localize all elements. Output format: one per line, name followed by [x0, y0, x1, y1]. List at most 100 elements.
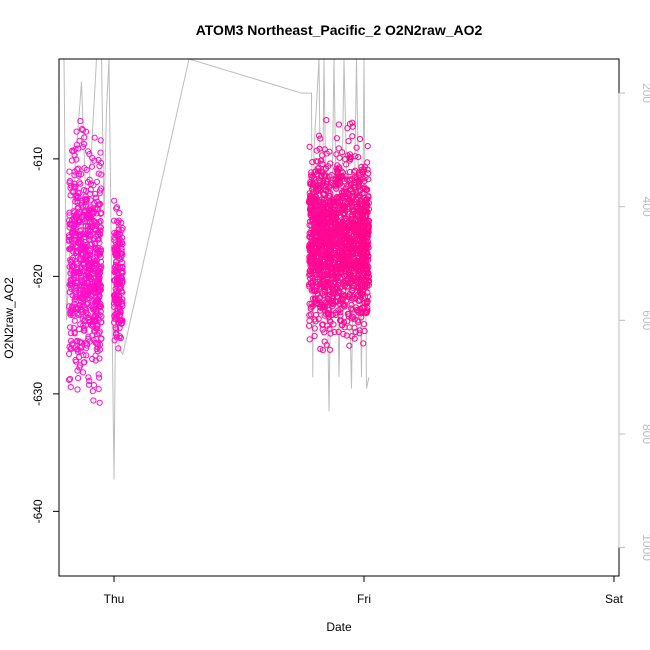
- data-point: [73, 166, 81, 173]
- data-point: [306, 336, 313, 343]
- data-point: [116, 280, 124, 287]
- data-point: [320, 204, 327, 212]
- data-point: [75, 145, 82, 152]
- data-point: [76, 189, 83, 196]
- data-point: [93, 297, 101, 304]
- data-point: [89, 304, 96, 311]
- data-point: [71, 297, 78, 304]
- x-axis: Thu Fri Sat: [104, 575, 624, 606]
- data-point: [339, 206, 346, 213]
- data-point: [83, 309, 90, 316]
- data-point: [117, 273, 124, 280]
- data-point: [92, 245, 99, 252]
- data-point: [81, 134, 88, 141]
- data-point: [334, 281, 341, 288]
- y-axis-label: O2N2raw_AO2: [2, 277, 16, 359]
- data-point: [96, 162, 103, 170]
- data-point: [352, 153, 359, 160]
- data-point: [85, 233, 92, 240]
- data-point: [338, 168, 345, 175]
- data-point: [75, 311, 82, 319]
- data-point: [95, 274, 102, 281]
- data-point: [90, 382, 98, 389]
- data-point: [349, 187, 356, 194]
- data-point: [344, 318, 351, 325]
- data-point: [113, 330, 120, 337]
- data-point: [320, 199, 327, 206]
- data-point: [93, 309, 100, 316]
- data-point: [330, 226, 337, 233]
- data-point: [342, 245, 349, 252]
- data-point: [360, 166, 368, 173]
- data-point: [340, 233, 347, 240]
- data-point: [66, 376, 73, 383]
- data-point: [323, 150, 330, 157]
- chart-title: ATOM3 Northeast_Pacific_2 O2N2raw_AO2: [196, 22, 483, 38]
- data-point: [96, 201, 103, 208]
- data-point: [97, 286, 104, 294]
- data-point: [111, 293, 119, 300]
- data-point: [73, 128, 80, 135]
- data-point: [97, 200, 104, 208]
- data-point: [360, 321, 368, 328]
- data-point: [317, 271, 324, 278]
- data-point: [353, 174, 360, 181]
- data-point: [348, 295, 355, 302]
- data-point: [329, 229, 336, 236]
- data-point: [310, 253, 317, 261]
- data-point: [112, 266, 120, 273]
- data-point: [77, 117, 84, 125]
- data-point: [111, 217, 118, 224]
- data-point: [325, 255, 332, 262]
- data-point: [350, 238, 357, 245]
- data-point: [76, 289, 83, 296]
- data-point: [330, 206, 337, 214]
- data-point: [74, 386, 81, 393]
- data-point: [93, 178, 101, 185]
- data-point: [84, 227, 92, 234]
- data-point: [93, 206, 100, 213]
- data-point: [317, 345, 324, 352]
- data-point: [365, 192, 372, 199]
- data-point: [95, 283, 102, 290]
- data-point: [326, 346, 334, 353]
- data-point: [336, 154, 343, 161]
- data-point: [75, 172, 82, 179]
- data-point: [340, 205, 347, 212]
- data-point: [310, 220, 317, 227]
- data-point: [306, 268, 313, 275]
- data-point: [346, 251, 354, 258]
- data-point: [118, 320, 125, 327]
- data-point: [85, 374, 92, 381]
- data-point: [356, 135, 364, 143]
- data-point: [79, 369, 87, 376]
- right-tick-label: 200: [640, 83, 650, 103]
- data-point: [326, 291, 333, 298]
- data-point: [356, 192, 363, 199]
- data-point: [111, 197, 118, 204]
- data-point: [333, 151, 340, 158]
- data-point: [349, 274, 356, 281]
- data-point: [348, 333, 355, 340]
- data-point: [95, 268, 102, 275]
- data-point: [344, 199, 351, 206]
- data-point: [335, 219, 342, 226]
- data-point: [85, 316, 92, 323]
- data-point: [117, 241, 124, 248]
- data-point: [72, 198, 79, 205]
- data-point: [365, 220, 372, 227]
- data-point: [319, 326, 326, 333]
- data-point: [347, 263, 354, 271]
- data-point: [69, 256, 76, 263]
- data-point: [71, 330, 78, 337]
- data-point: [317, 281, 324, 288]
- data-point: [339, 266, 346, 273]
- data-point: [76, 281, 84, 288]
- data-point: [93, 345, 100, 353]
- data-point: [324, 178, 331, 185]
- data-point: [310, 211, 317, 218]
- data-point: [321, 218, 328, 225]
- data-point: [67, 324, 74, 331]
- data-point: [117, 308, 124, 315]
- data-point: [80, 241, 87, 248]
